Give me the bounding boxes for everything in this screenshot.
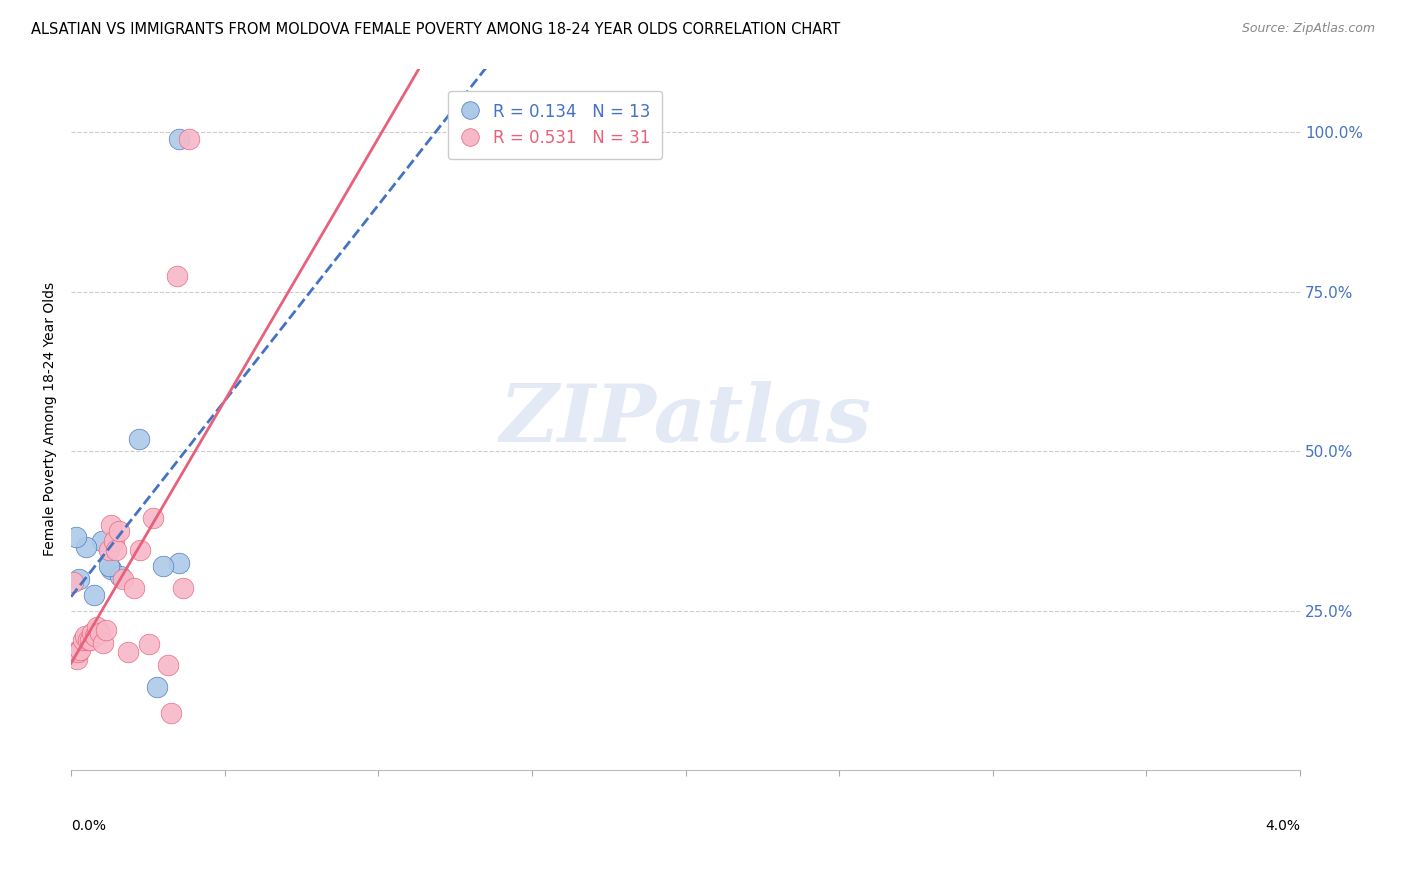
Point xyxy=(117,645,139,659)
Point xyxy=(98,543,121,558)
Point xyxy=(179,131,201,145)
Text: ALSATIAN VS IMMIGRANTS FROM MOLDOVA FEMALE POVERTY AMONG 18-24 YEAR OLDS CORRELA: ALSATIAN VS IMMIGRANTS FROM MOLDOVA FEMA… xyxy=(31,22,841,37)
Point xyxy=(67,572,90,586)
Point xyxy=(128,432,150,446)
Point xyxy=(72,632,94,647)
Point xyxy=(103,533,125,548)
Point xyxy=(83,588,105,602)
Point xyxy=(107,524,129,538)
Point xyxy=(166,268,188,283)
Point xyxy=(89,626,111,640)
Text: 0.0%: 0.0% xyxy=(72,820,105,833)
Text: 4.0%: 4.0% xyxy=(1265,820,1301,833)
Point xyxy=(146,681,169,695)
Point xyxy=(108,568,131,582)
Point xyxy=(167,131,190,145)
Point xyxy=(129,543,152,558)
Point xyxy=(66,645,89,659)
Point xyxy=(79,632,101,647)
Point xyxy=(63,645,86,659)
Legend: R = 0.134   N = 13, R = 0.531   N = 31: R = 0.134 N = 13, R = 0.531 N = 31 xyxy=(449,91,662,159)
Point xyxy=(172,582,194,596)
Point xyxy=(96,623,118,637)
Point xyxy=(122,582,145,596)
Point xyxy=(167,556,190,570)
Point xyxy=(65,531,87,545)
Point xyxy=(91,636,114,650)
Point xyxy=(156,658,179,673)
Point xyxy=(111,572,134,586)
Point xyxy=(69,643,91,657)
Point xyxy=(90,533,112,548)
Point xyxy=(86,620,108,634)
Point xyxy=(142,511,165,525)
Point xyxy=(80,626,103,640)
Point xyxy=(65,651,87,665)
Text: ZIPatlas: ZIPatlas xyxy=(499,381,872,458)
Text: Source: ZipAtlas.com: Source: ZipAtlas.com xyxy=(1241,22,1375,36)
Point xyxy=(75,540,97,554)
Point xyxy=(98,559,121,574)
Point xyxy=(62,575,84,590)
Point xyxy=(138,637,160,651)
Point xyxy=(84,629,107,643)
Point xyxy=(100,517,122,532)
Point xyxy=(160,706,183,720)
Point xyxy=(105,543,128,558)
Point xyxy=(152,559,174,574)
Point xyxy=(77,632,100,647)
Point xyxy=(73,629,96,643)
Y-axis label: Female Poverty Among 18-24 Year Olds: Female Poverty Among 18-24 Year Olds xyxy=(44,283,58,557)
Point xyxy=(100,562,122,576)
